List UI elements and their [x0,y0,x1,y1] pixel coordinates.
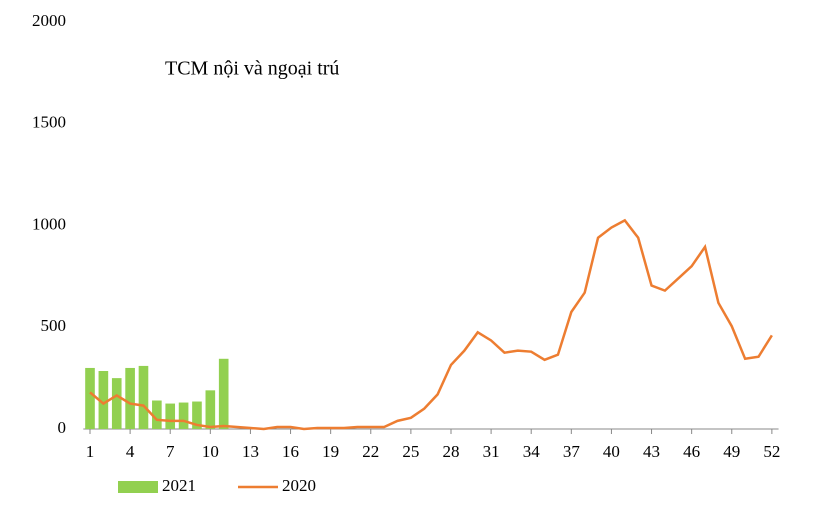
bar [98,371,109,429]
bar [85,367,95,429]
y-tick-label: 500 [41,316,67,335]
x-tick-label: 46 [683,442,700,461]
x-tick-label: 22 [362,442,379,461]
legend-label: 2020 [282,476,316,495]
bar [152,400,162,429]
y-tick-label: 1000 [32,214,66,233]
x-tick-label: 1 [86,442,95,461]
bar [178,402,189,429]
x-tick-label: 37 [563,442,581,461]
x-tick-label: 34 [523,442,541,461]
bar [138,365,149,429]
x-tick-label: 31 [483,442,500,461]
bar [192,401,202,429]
y-tick-label: 0 [58,418,67,437]
legend-label: 2021 [162,476,196,495]
x-tick-label: 7 [166,442,175,461]
y-tick-label: 2000 [32,11,66,30]
bar [205,390,216,429]
bar [165,403,176,429]
y-tick-label: 1500 [32,113,66,132]
x-tick-label: 43 [643,442,660,461]
x-tick-label: 10 [202,442,219,461]
legend-swatch [118,481,158,493]
x-tick-label: 19 [322,442,339,461]
x-tick-label: 13 [242,442,259,461]
x-tick-label: 28 [442,442,459,461]
x-tick-label: 40 [603,442,620,461]
x-tick-label: 4 [126,442,135,461]
x-tick-label: 16 [282,442,299,461]
bar [125,367,135,429]
bar [111,378,122,429]
chart-title: TCM nội và ngoại trú [165,58,339,80]
x-tick-label: 52 [763,442,780,461]
line [89,218,773,431]
x-tick-label: 49 [723,442,740,461]
bar [218,358,229,429]
x-tick-label: 25 [402,442,419,461]
